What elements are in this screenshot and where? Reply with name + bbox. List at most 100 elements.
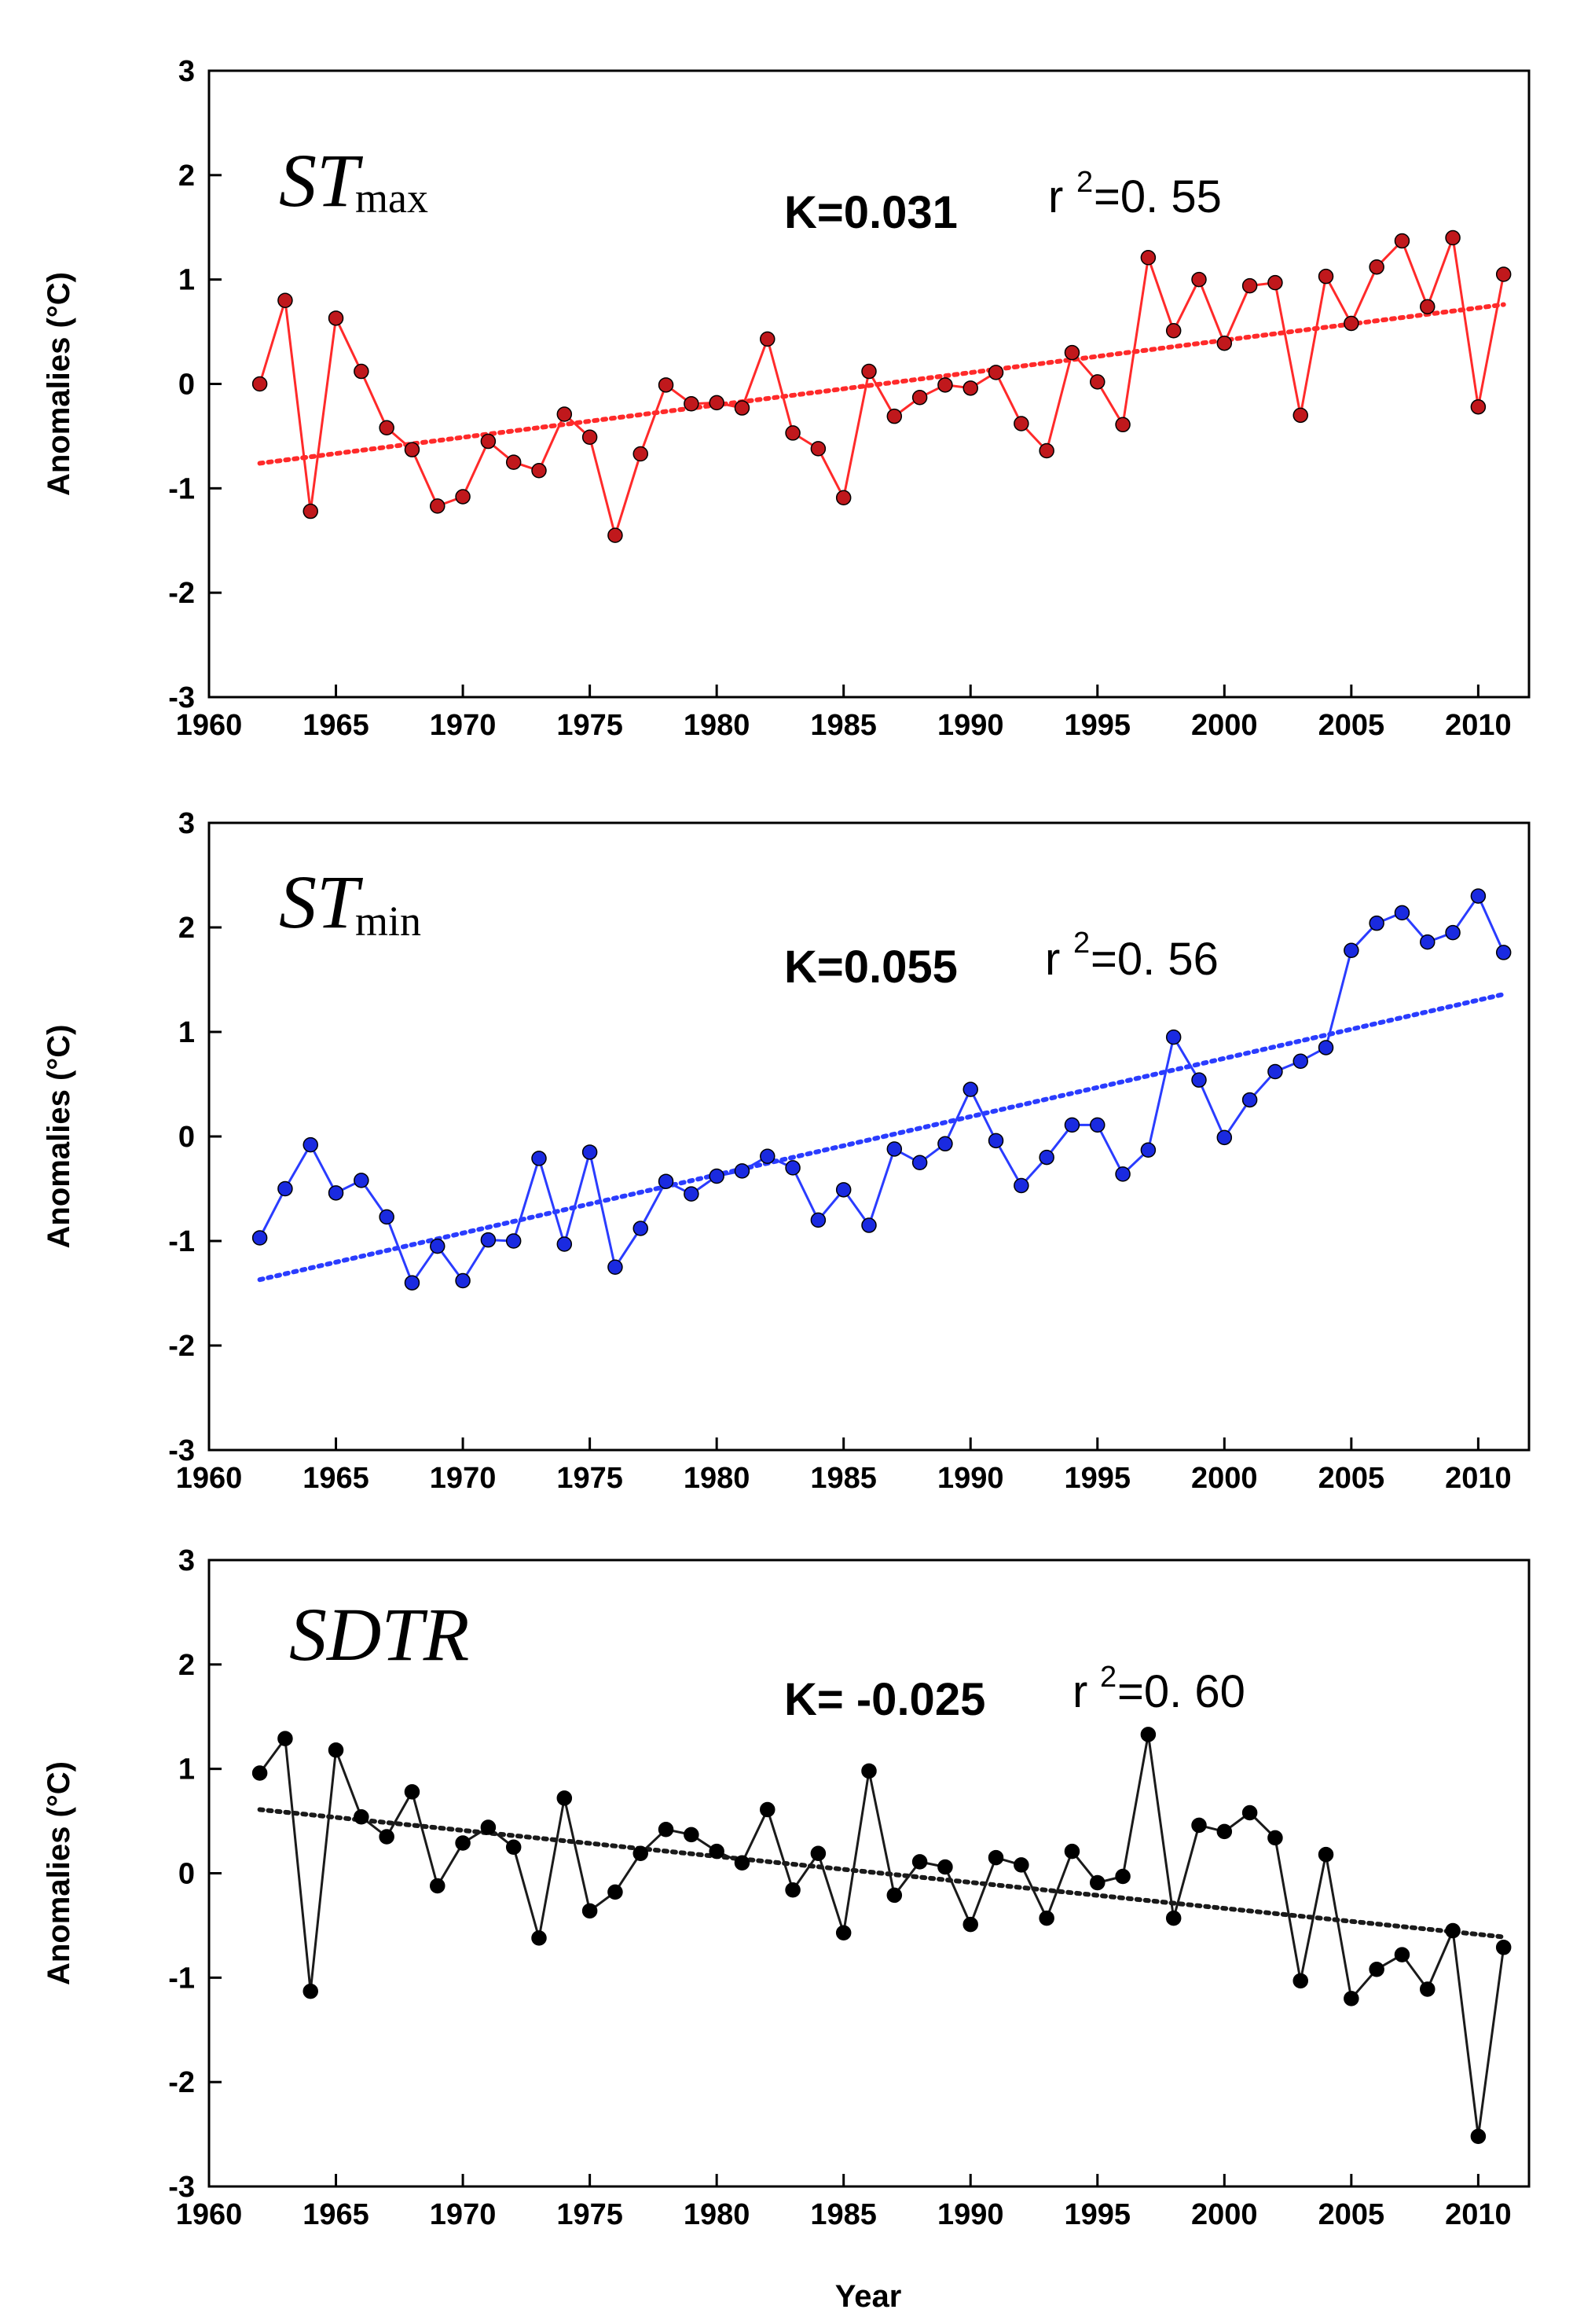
data-point — [1470, 2128, 1487, 2144]
data-point — [1445, 924, 1461, 941]
y-tick-label: -3 — [168, 681, 195, 714]
data-point — [911, 390, 928, 406]
data-point — [404, 442, 420, 457]
data-point — [861, 363, 877, 380]
data-point — [988, 365, 1004, 380]
data-point — [632, 446, 648, 462]
data-point — [455, 1272, 471, 1289]
panel-label: ST — [279, 138, 364, 222]
data-point — [684, 1186, 699, 1202]
data-point — [251, 376, 268, 392]
data-point — [607, 1884, 623, 1900]
data-point — [277, 1180, 293, 1197]
data-point — [1420, 934, 1436, 950]
data-point — [581, 1903, 598, 1919]
x-tick-label: 1965 — [302, 1462, 369, 1495]
data-point — [1292, 407, 1308, 424]
x-tick-label: 1995 — [1064, 2198, 1131, 2231]
data-point — [861, 1217, 877, 1233]
data-point — [455, 489, 471, 505]
data-point — [1318, 1846, 1334, 1863]
stat-r-value: =0. 55 — [1094, 171, 1222, 222]
x-tick-label: 1995 — [1064, 1462, 1131, 1495]
data-point — [760, 1801, 776, 1818]
x-tick-label: 1995 — [1064, 709, 1131, 742]
data-point — [480, 433, 497, 450]
data-point — [911, 1854, 928, 1870]
data-point — [835, 1925, 852, 1940]
stat-r-value: =0. 60 — [1117, 1666, 1245, 1717]
data-point — [632, 1845, 648, 1862]
trend-line — [257, 1807, 1506, 1940]
data-point — [505, 454, 522, 470]
stat-k: K=0.031 — [784, 187, 958, 238]
data-point — [1216, 1823, 1233, 1840]
data-point — [835, 490, 852, 506]
data-point — [886, 408, 903, 424]
y-tick-label: 2 — [178, 912, 195, 945]
x-tick-label: 1975 — [556, 2198, 623, 2231]
data-point — [1165, 1029, 1182, 1045]
y-tick-label: -2 — [168, 2066, 195, 2099]
data-point — [760, 1148, 776, 1165]
stat-r-superscript: 2 — [1076, 166, 1093, 199]
x-tick-label: 1990 — [937, 2198, 1004, 2231]
data-point — [658, 377, 674, 393]
data-point — [1267, 1830, 1283, 1846]
data-point — [430, 1878, 446, 1894]
data-point — [404, 1784, 420, 1800]
series-line — [258, 1733, 1505, 2138]
data-point — [1394, 905, 1410, 921]
data-point — [937, 1136, 953, 1152]
data-point — [1165, 323, 1182, 339]
y-tick-label: 3 — [178, 807, 195, 840]
data-point — [988, 1133, 1004, 1149]
data-point — [1445, 229, 1461, 246]
data-point — [607, 1259, 623, 1275]
data-point — [962, 380, 978, 396]
x-tick-label: 2005 — [1318, 2198, 1385, 2231]
data-point — [1292, 1053, 1308, 1069]
x-tick-label: 1980 — [684, 2198, 750, 2231]
panel-label-subscript: min — [355, 898, 421, 945]
x-tick-label: 1985 — [810, 2198, 877, 2231]
y-tick-label: 2 — [178, 160, 195, 193]
x-tick-label: 1975 — [556, 709, 623, 742]
data-point — [1014, 1177, 1029, 1194]
y-tick-label: -3 — [168, 1434, 195, 1467]
data-point — [1470, 888, 1487, 904]
stat-r-prefix: r — [1048, 171, 1063, 222]
data-point — [1064, 344, 1080, 361]
data-point — [988, 1849, 1004, 1866]
data-point — [1115, 417, 1131, 433]
data-point — [1216, 335, 1233, 351]
data-point — [734, 1855, 750, 1871]
data-point — [531, 1930, 547, 1946]
data-point — [684, 395, 699, 412]
data-point — [354, 1173, 369, 1188]
y-tick-label: -2 — [168, 577, 195, 610]
data-point — [962, 1081, 978, 1097]
data-point — [328, 310, 344, 326]
x-tick-label: 2010 — [1445, 1462, 1512, 1495]
data-point — [1445, 1922, 1461, 1939]
x-tick-label: 1985 — [810, 1462, 877, 1495]
data-point — [886, 1141, 903, 1157]
y-tick-label: -1 — [168, 1225, 195, 1258]
data-point — [354, 363, 369, 380]
data-point — [1039, 442, 1054, 459]
series-line — [258, 237, 1505, 537]
data-point — [379, 1829, 394, 1845]
y-tick-label: -2 — [168, 1330, 195, 1363]
x-tick-label: 2000 — [1191, 1462, 1258, 1495]
data-point — [861, 1763, 877, 1779]
data-point — [810, 441, 827, 457]
y-tick-label: -3 — [168, 2171, 195, 2204]
data-point — [1241, 1804, 1258, 1821]
y-tick-label: 1 — [178, 264, 195, 297]
stat-r-superscript: 2 — [1100, 1661, 1116, 1694]
data-point — [835, 1182, 852, 1198]
data-point — [328, 1742, 344, 1758]
y-tick-label: 1 — [178, 1753, 195, 1786]
